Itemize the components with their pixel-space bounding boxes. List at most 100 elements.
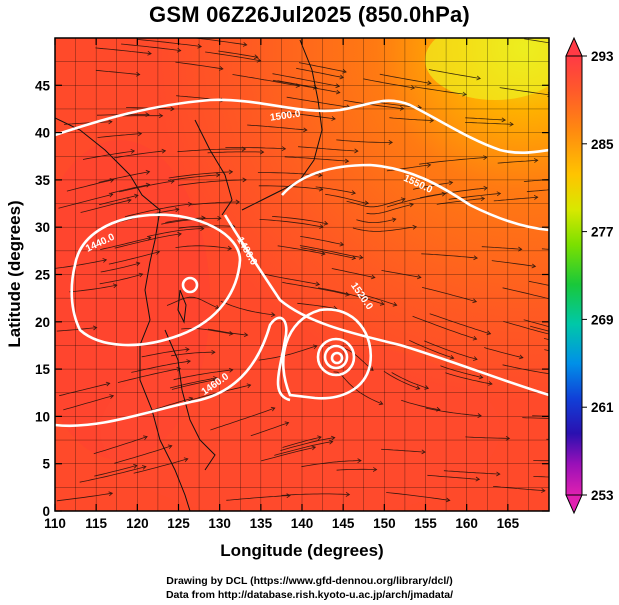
y-tick-label: 45 <box>35 78 51 93</box>
streamline <box>181 328 233 335</box>
contour-1500 <box>55 98 549 155</box>
streamline <box>95 47 152 55</box>
streamline-arrowhead <box>473 255 478 261</box>
streamline-arrowhead <box>161 148 167 154</box>
streamline-arrowhead <box>145 182 151 188</box>
streamline-arrowhead <box>186 359 191 364</box>
y-axis-ticks: 0 5 10 15 20 25 30 35 40 45 <box>35 78 549 519</box>
streamline-arrowhead <box>109 178 115 183</box>
streamline <box>299 245 363 259</box>
streamline <box>226 495 291 501</box>
streamline <box>94 465 138 477</box>
streamline <box>381 270 421 278</box>
streamline <box>503 321 549 335</box>
streamline <box>533 476 549 478</box>
streamline <box>59 382 110 397</box>
streamline-arrowhead <box>227 245 233 251</box>
streamline-arrowhead <box>138 272 144 278</box>
streamline <box>63 121 112 125</box>
streamline-arrowhead <box>130 149 136 154</box>
streamline <box>282 281 350 296</box>
streamline <box>524 38 549 44</box>
streamline-arrowhead <box>339 74 345 80</box>
streamline-arrowhead <box>213 376 218 381</box>
streamline <box>296 67 344 78</box>
streamline <box>300 247 356 259</box>
streamline-arrowhead <box>369 366 374 371</box>
streamline <box>161 217 221 225</box>
streamline-arrowhead <box>155 250 161 255</box>
streamline <box>169 377 217 389</box>
streamline <box>386 492 450 501</box>
streamline-arrowhead <box>416 274 422 280</box>
streamline-arrowhead <box>509 121 514 127</box>
streamline-arrowhead <box>345 491 351 497</box>
streamline-arrowhead <box>533 195 539 200</box>
streamline <box>168 171 233 179</box>
streamline <box>173 369 233 381</box>
streamline-arrowhead <box>462 91 467 97</box>
streamline <box>99 273 143 285</box>
streamline <box>366 203 414 215</box>
streamline <box>413 182 453 190</box>
streamline <box>218 50 258 58</box>
streamline <box>497 159 538 164</box>
streamline-arrowhead <box>331 116 336 121</box>
colorbar: 293 285 277 269 261 253 <box>565 36 614 515</box>
streamline <box>356 218 396 223</box>
credit-data: Data from http://database.rish.kyoto-u.a… <box>165 589 454 601</box>
streamline <box>274 441 333 456</box>
streamline-arrowhead <box>335 83 341 89</box>
streamline-arrowhead <box>323 220 329 226</box>
streamline <box>425 407 482 417</box>
streamline-arrowhead <box>477 413 482 418</box>
streamline <box>177 148 246 153</box>
streamline <box>493 196 538 202</box>
streamline <box>526 189 549 193</box>
streamline <box>421 253 478 259</box>
streamline-arrowhead <box>188 396 194 402</box>
streamline <box>331 268 375 278</box>
streamline-arrowhead <box>412 224 418 230</box>
y-tick-label: 30 <box>35 220 50 235</box>
streamline-arrowhead <box>321 251 326 256</box>
streamline-arrowhead <box>351 190 356 195</box>
streamline <box>465 117 506 121</box>
streamline <box>352 226 417 232</box>
streamline-arrowhead <box>127 198 132 203</box>
streamline-arrowhead <box>143 435 148 440</box>
streamline-arrowhead <box>607 436 611 440</box>
streamline-arrowhead <box>242 177 247 183</box>
colorbar-bottom-triangle <box>565 494 583 515</box>
streamline <box>56 492 113 502</box>
streamline-arrowhead <box>344 158 350 164</box>
streamline <box>282 436 322 448</box>
streamline-arrowhead <box>176 366 182 372</box>
x-tick-label: 150 <box>373 516 396 531</box>
streamline <box>250 422 289 437</box>
streamline-arrowhead <box>584 49 588 53</box>
streamline-arrowhead <box>476 75 481 81</box>
streamline <box>358 293 397 306</box>
streamline-arrowhead <box>472 335 478 341</box>
y-tick-label: 15 <box>35 362 51 377</box>
streamline <box>79 466 146 483</box>
streamline-arrowhead <box>488 381 493 386</box>
contour-1480 <box>55 316 291 428</box>
streamline-arrowhead <box>549 297 553 301</box>
streamline-arrowhead <box>415 385 421 390</box>
streamline <box>63 395 114 411</box>
streamline <box>171 351 215 357</box>
streamline <box>93 436 148 455</box>
streamline-arrowhead <box>108 119 113 125</box>
streamline-arrowhead <box>541 488 546 493</box>
streamline <box>247 124 307 131</box>
streamline-arrowhead <box>102 258 108 263</box>
streamline-arrowhead <box>501 117 506 123</box>
x-tick-label: 125 <box>167 516 190 531</box>
streamline <box>283 111 336 120</box>
streamline <box>280 437 335 451</box>
streamline-arrowhead <box>312 344 318 350</box>
streamline <box>333 371 383 405</box>
wind-streamlines <box>55 38 611 503</box>
